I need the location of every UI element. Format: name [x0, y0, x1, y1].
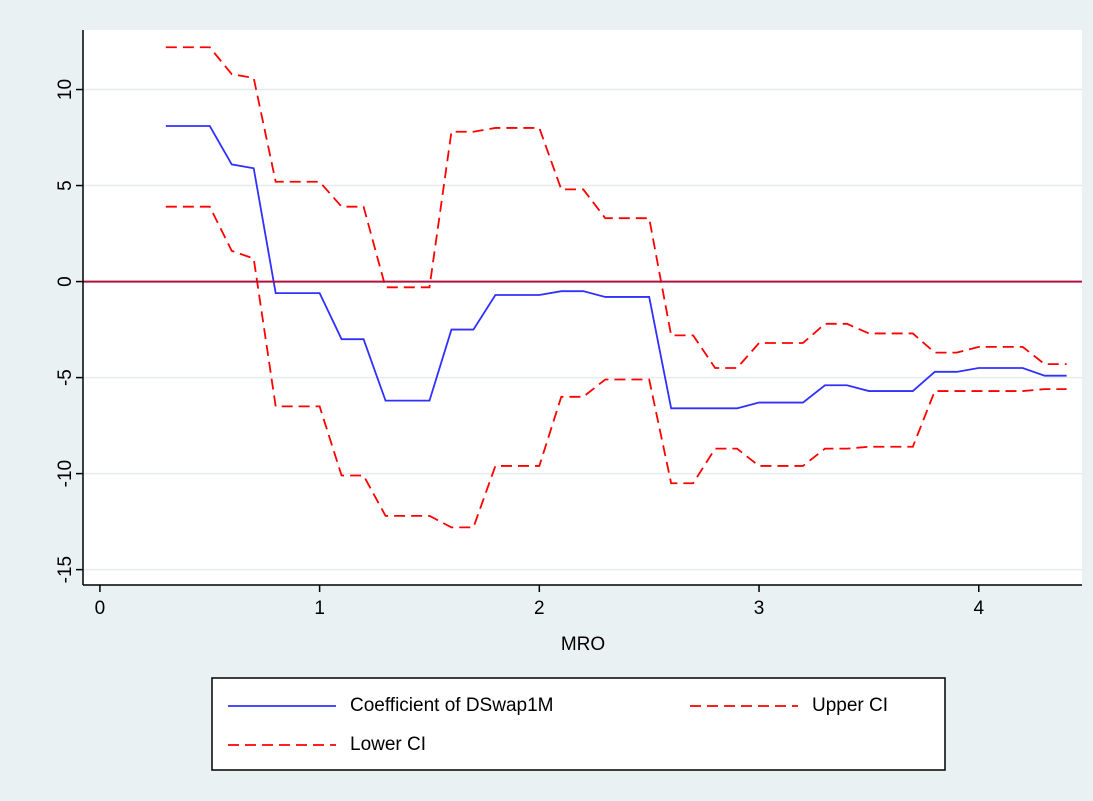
plot-area [83, 30, 1082, 585]
x-axis-label: MRO [561, 634, 605, 655]
y-tick-label: 0 [55, 276, 76, 287]
x-tick-label: 0 [95, 598, 106, 619]
y-tick-label: -15 [55, 556, 76, 583]
y-tick-label: -10 [55, 460, 76, 487]
series-line [165, 125, 1067, 410]
legend-label: Coefficient of DSwap1M [350, 695, 553, 716]
x-tick-label: 4 [973, 598, 984, 619]
y-tick-label: 10 [55, 79, 76, 100]
y-tick-label: -5 [55, 369, 76, 386]
legend-label: Lower CI [350, 734, 426, 755]
x-tick-label: 3 [754, 598, 765, 619]
series-line [165, 46, 1067, 369]
y-tick-label: 5 [55, 180, 76, 191]
x-tick-label: 1 [314, 598, 325, 619]
legend-label: Upper CI [812, 695, 888, 716]
legend-box [211, 677, 946, 771]
series-line [165, 205, 1067, 529]
x-tick-label: 2 [534, 598, 545, 619]
